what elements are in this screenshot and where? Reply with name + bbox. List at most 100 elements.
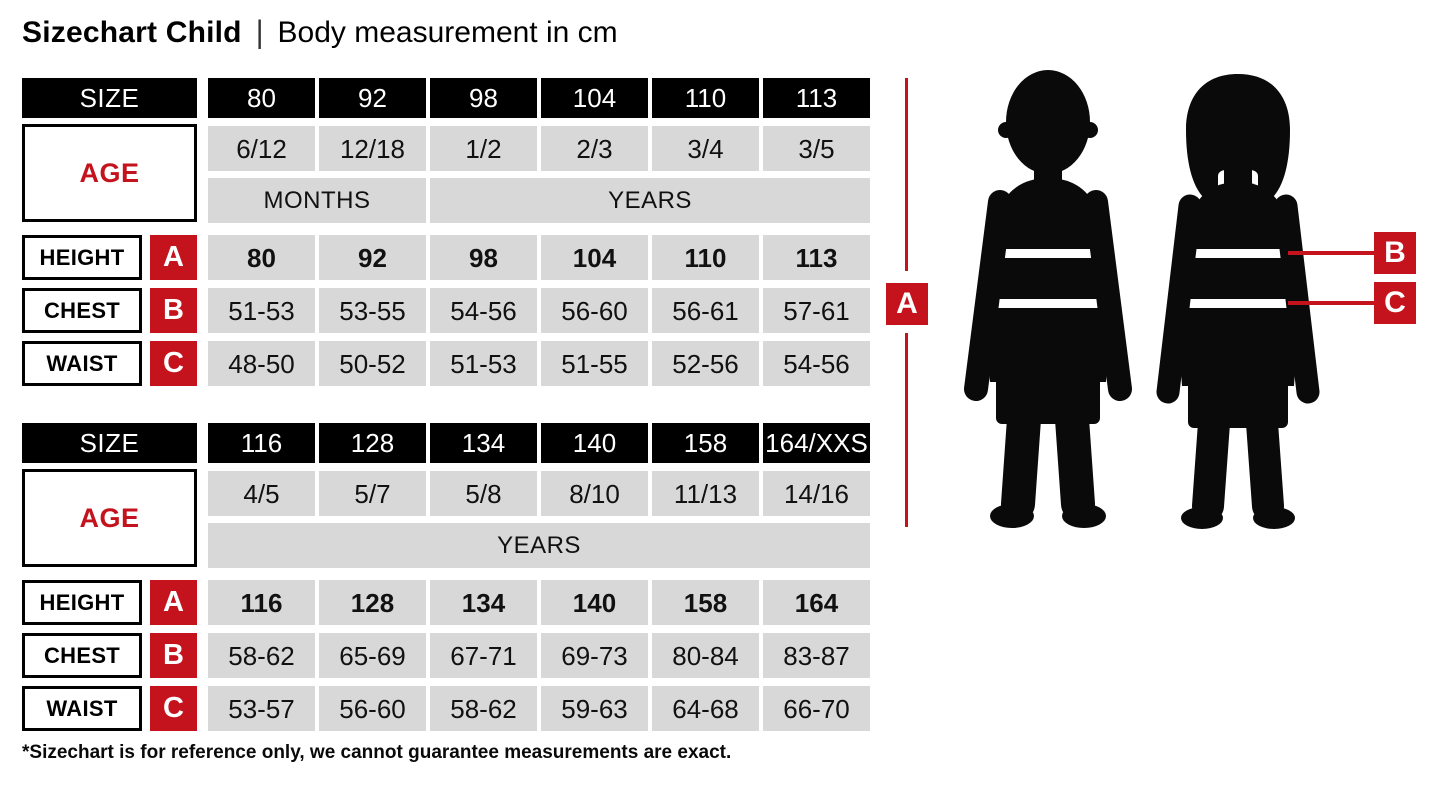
age-label-box: AGE [22,124,197,222]
age-cell: 2/3 [541,126,648,171]
page-title: Sizechart Child | Body measurement in cm [22,15,618,50]
age-label-box: AGE [22,469,197,567]
marker-b-badge: B [150,633,197,678]
waist-line-boy [989,299,1107,308]
size-col-header: 140 [541,423,648,463]
size-col-header: 158 [652,423,759,463]
height-cell: 92 [319,235,426,280]
size-table-small: SIZE 80 92 98 104 110 113 AGE 6/12 12/18… [22,78,870,388]
height-cell: 134 [430,580,537,625]
size-header-label: SIZE [22,78,197,118]
age-values-row: 4/5 5/7 5/8 8/10 11/13 14/16 [22,471,870,516]
title-separator: | [255,15,264,50]
chest-cell: 65-69 [319,633,426,678]
chest-line-girl [1178,249,1298,258]
height-cell: 110 [652,235,759,280]
waist-cell: 59-63 [541,686,648,731]
height-label: HEIGHT [22,235,142,280]
marker-a-badge: A [150,580,197,625]
waist-label-area: WAIST C [22,341,204,386]
height-cell: 98 [430,235,537,280]
marker-c-figure-badge: C [1374,282,1416,324]
waist-cell: 66-70 [763,686,870,731]
disclaimer-text: *Sizechart is for reference only, we can… [22,742,732,763]
height-cell: 128 [319,580,426,625]
size-table-large: SIZE 116 128 134 140 158 164/XXS AGE 4/5… [22,423,870,733]
waist-cell: 53-57 [208,686,315,731]
size-col-header: 113 [763,78,870,118]
age-cell: 12/18 [319,126,426,171]
chest-label: CHEST [22,633,142,678]
height-cell: 113 [763,235,870,280]
size-label-area: SIZE [22,78,204,118]
age-cell: 14/16 [763,471,870,516]
marker-a-badge: A [150,235,197,280]
waist-cell: 50-52 [319,341,426,386]
waist-row: WAIST C 48-50 50-52 51-53 51-55 52-56 54… [22,341,870,386]
boy-silhouette [964,70,1132,528]
height-row: HEIGHT A 116 128 134 140 158 164 [22,580,870,625]
chest-label: CHEST [22,288,142,333]
waist-label-area: WAIST C [22,686,204,731]
height-cell: 140 [541,580,648,625]
height-measure-line-bottom [905,333,908,527]
height-row: HEIGHT A 80 92 98 104 110 113 [22,235,870,280]
age-values-row: 6/12 12/18 1/2 2/3 3/4 3/5 [22,126,870,171]
chest-row: CHEST B 51-53 53-55 54-56 56-60 56-61 57… [22,288,870,333]
height-cell: 104 [541,235,648,280]
chest-cell: 69-73 [541,633,648,678]
size-col-header: 104 [541,78,648,118]
waist-cell: 54-56 [763,341,870,386]
size-col-header: 92 [319,78,426,118]
chest-line-boy [989,249,1107,258]
marker-c-badge: C [150,341,197,386]
waist-row: WAIST C 53-57 56-60 58-62 59-63 64-68 66… [22,686,870,731]
row-spacer [22,523,204,568]
row-spacer [22,126,204,171]
marker-a-figure-badge: A [886,283,928,325]
waist-cell: 51-53 [430,341,537,386]
row-spacer [22,178,204,223]
waist-cell: 58-62 [430,686,537,731]
row-spacer [22,471,204,516]
size-col-header: 98 [430,78,537,118]
height-label-area: HEIGHT A [22,580,204,625]
size-col-header: 116 [208,423,315,463]
age-cell: 1/2 [430,126,537,171]
age-cell: 4/5 [208,471,315,516]
waist-cell: 51-55 [541,341,648,386]
size-col-header: 128 [319,423,426,463]
size-col-header: 80 [208,78,315,118]
waist-label: WAIST [22,686,142,731]
marker-b-badge: B [150,288,197,333]
height-cell: 164 [763,580,870,625]
waist-pointer-line [1288,301,1374,305]
age-cell: 6/12 [208,126,315,171]
height-measure-line-top [905,78,908,271]
size-header-row: SIZE 116 128 134 140 158 164/XXS [22,423,870,463]
chest-cell: 57-61 [763,288,870,333]
size-col-header: 164/XXS [763,423,870,463]
height-label-area: HEIGHT A [22,235,204,280]
waist-line-girl [1178,299,1298,308]
age-cell: 5/7 [319,471,426,516]
chest-cell: 51-53 [208,288,315,333]
age-cell: 8/10 [541,471,648,516]
height-cell: 158 [652,580,759,625]
age-cell: 5/8 [430,471,537,516]
page-title-bold: Sizechart Child [22,16,242,49]
unit-months-cell: MONTHS [208,178,426,223]
age-cell: 3/5 [763,126,870,171]
page-title-rest: Body measurement in cm [277,16,618,49]
waist-cell: 64-68 [652,686,759,731]
waist-cell: 52-56 [652,341,759,386]
unit-years-cell: YEARS [208,523,870,568]
size-header-row: SIZE 80 92 98 104 110 113 [22,78,870,118]
height-label: HEIGHT [22,580,142,625]
chest-cell: 67-71 [430,633,537,678]
chest-cell: 54-56 [430,288,537,333]
age-cell: 3/4 [652,126,759,171]
marker-b-figure-badge: B [1374,232,1416,274]
unit-years-cell: YEARS [430,178,870,223]
chest-cell: 83-87 [763,633,870,678]
